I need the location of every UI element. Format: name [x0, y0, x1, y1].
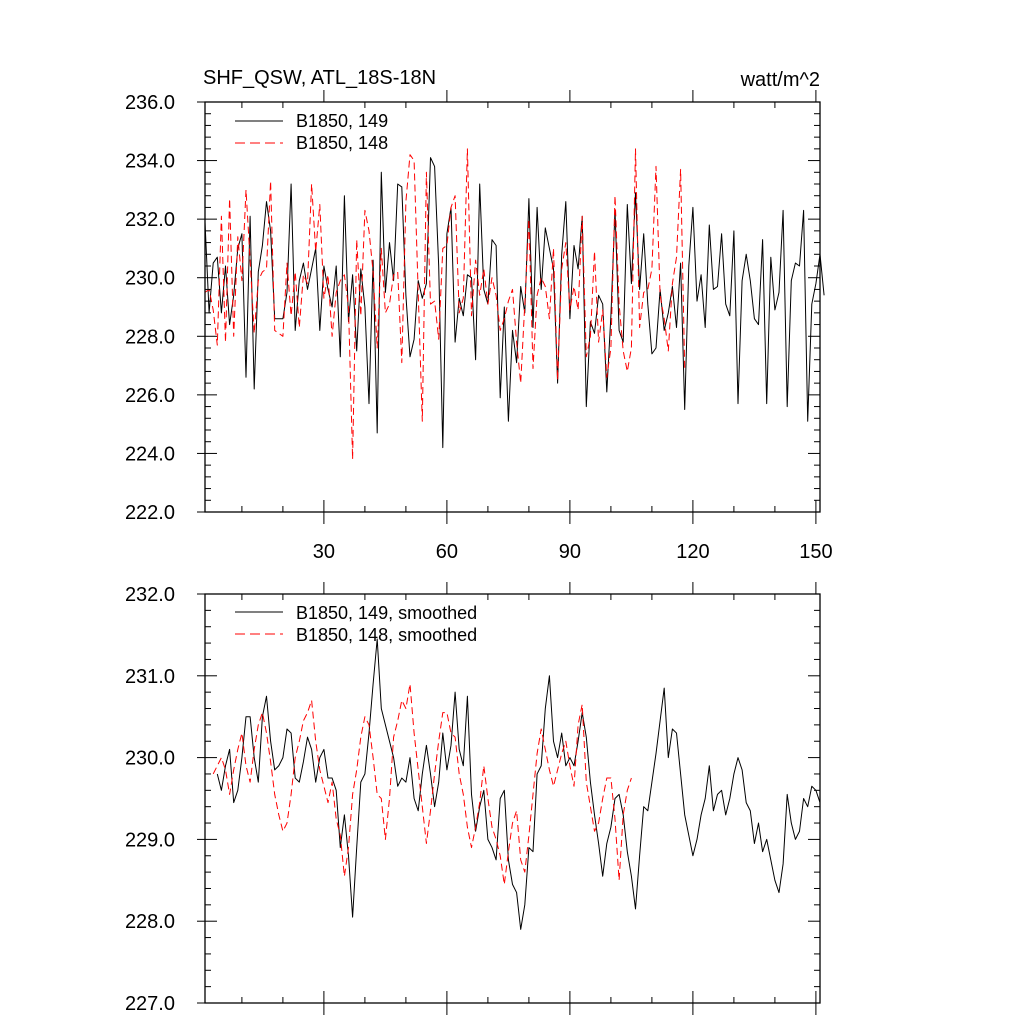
- top-panel: SHF_QSW, ATL_18S-18N watt/m^2 222.0 224.0…: [125, 67, 833, 563]
- bottom-y-axis: 227.0 228.0 229.0 230.0 231.0 232.0: [125, 584, 820, 1015]
- top-legend: B1850, 149 B1850, 148: [235, 111, 388, 153]
- bottom-legend-label-149: B1850, 149, smoothed: [296, 603, 477, 623]
- top-ytick-label: 230.0: [125, 268, 175, 290]
- top-panel-units: watt/m^2: [740, 69, 820, 91]
- top-ytick-label: 226.0: [125, 385, 175, 407]
- top-series-layer: [204, 148, 825, 460]
- bottom-ytick-label: 228.0: [125, 911, 175, 933]
- top-x-axis: 30 60 90 120 150: [241, 90, 833, 563]
- bottom-ytick-label: 230.0: [125, 748, 175, 770]
- top-ytick-label: 234.0: [125, 151, 175, 173]
- top-legend-label-149: B1850, 149: [296, 111, 388, 131]
- bottom-legend-label-148: B1850, 148, smoothed: [296, 625, 477, 645]
- top-plot-frame: [204, 101, 821, 513]
- bottom-ytick-label: 229.0: [125, 829, 175, 851]
- bottom-ytick-label: 231.0: [125, 666, 175, 688]
- top-ytick-label: 236.0: [125, 92, 175, 114]
- top-ytick-label: 228.0: [125, 326, 175, 348]
- bottom-series-line-149: [216, 638, 821, 930]
- bottom-x-axis: [241, 582, 817, 1015]
- bottom-series-line-148: [212, 683, 632, 885]
- top-ytick-label: 232.0: [125, 209, 175, 231]
- top-panel-title: SHF_QSW, ATL_18S-18N: [203, 67, 436, 89]
- top-ytick-label: 222.0: [125, 502, 175, 524]
- top-legend-label-148: B1850, 148: [296, 133, 388, 153]
- bottom-legend: B1850, 149, smoothed B1850, 148, smoothe…: [235, 603, 477, 645]
- top-xtick-label: 30: [313, 541, 335, 563]
- top-ytick-label: 224.0: [125, 443, 175, 465]
- bottom-ytick-label: 232.0: [125, 584, 175, 606]
- bottom-plot-frame: [204, 593, 821, 1004]
- top-xtick-label: 60: [436, 541, 458, 563]
- top-y-axis: 222.0 224.0 226.0 228.0 230.0 232.0 234.0 236.0: [125, 92, 820, 524]
- bottom-panel: 227.0 228.0 229.0 230.0 231.0 232.0 B1850, 14…: [125, 582, 821, 1015]
- top-xtick-label: 120: [676, 541, 709, 563]
- top-xtick-label: 150: [799, 541, 832, 563]
- bottom-ytick-label: 227.0: [125, 993, 175, 1015]
- top-series-line-149: [204, 157, 825, 449]
- top-series-line-148: [204, 148, 686, 460]
- bottom-series-layer: [212, 638, 821, 930]
- top-xtick-label: 90: [559, 541, 581, 563]
